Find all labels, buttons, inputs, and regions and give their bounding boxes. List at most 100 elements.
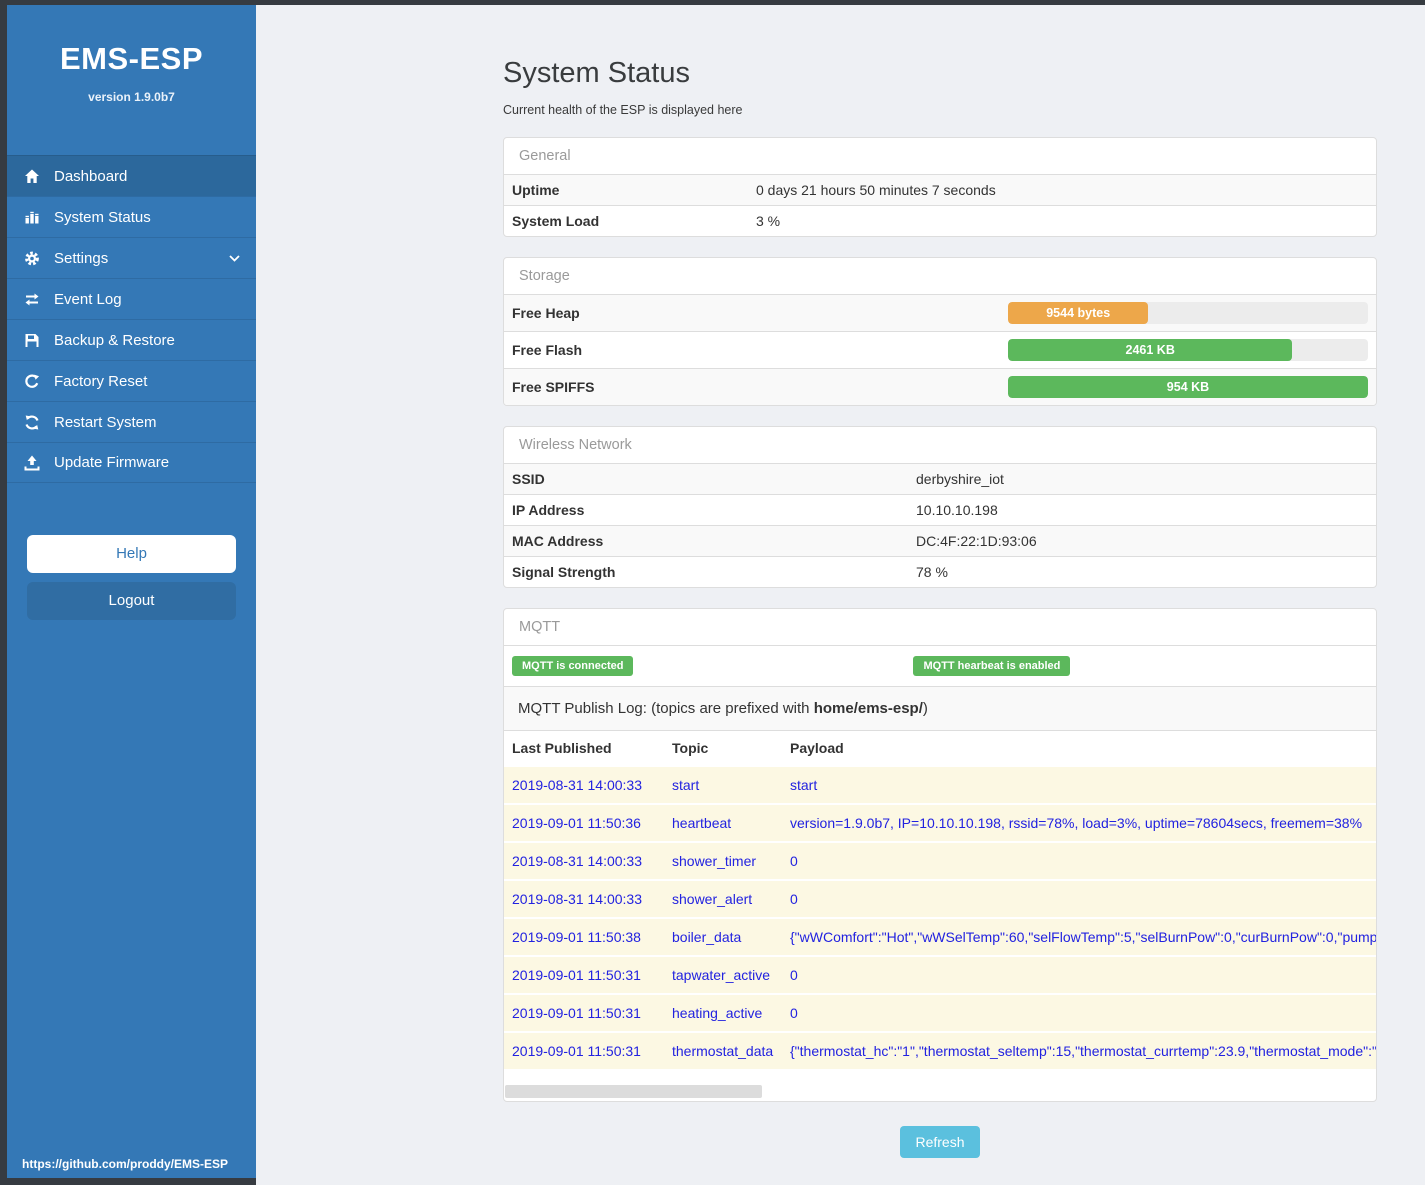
storage-panel-title: Storage — [504, 258, 1376, 295]
system-status-icon — [23, 209, 41, 226]
table-row: Free Heap 9544 bytes — [504, 295, 1376, 332]
log-row: 2019-09-01 11:50:36 heartbeat version=1.… — [504, 803, 1376, 842]
logout-button[interactable]: Logout — [27, 582, 236, 620]
log-cell-payload: 0 — [782, 955, 1376, 994]
log-cell-payload: start — [782, 765, 1376, 804]
table-row: MAC Address DC:4F:22:1D:93:06 — [504, 525, 1376, 557]
log-row: 2019-08-31 14:00:33 shower_timer 0 — [504, 841, 1376, 880]
log-cell-payload: 0 — [782, 841, 1376, 880]
col-last-published: Last Published — [504, 731, 664, 766]
ssid-value: derbyshire_iot — [916, 471, 1004, 487]
ip-address-label: IP Address — [504, 494, 908, 526]
left-frame-bar — [0, 0, 7, 1185]
sidebar-item-label: Settings — [54, 249, 109, 267]
refresh-button[interactable]: Refresh — [900, 1126, 980, 1158]
log-cell-time: 2019-08-31 14:00:33 — [504, 879, 664, 918]
scrollbar-thumb[interactable] — [505, 1085, 762, 1098]
sidebar-item-backup-restore[interactable]: Backup & Restore — [7, 319, 256, 360]
log-cell-payload: 0 — [782, 993, 1376, 1032]
col-payload: Payload — [782, 731, 1376, 766]
mqtt-panel-title: MQTT — [504, 609, 1376, 646]
home-icon — [23, 168, 41, 185]
log-cell-topic: heartbeat — [664, 803, 782, 842]
sidebar-item-label: Dashboard — [54, 167, 128, 185]
log-row: 2019-09-01 11:50:31 thermostat_data {"th… — [504, 1031, 1376, 1069]
log-cell-topic: heating_active — [664, 993, 782, 1032]
sidebar-item-dashboard[interactable]: Dashboard — [7, 155, 256, 196]
mac-address-value: DC:4F:22:1D:93:06 — [908, 525, 1376, 557]
save-floppy-icon — [23, 332, 41, 349]
mqtt-heartbeat-badge: MQTT hearbeat is enabled — [913, 656, 1071, 676]
restart-refresh-icon — [23, 414, 41, 431]
log-cell-payload: {"thermostat_hc":"1","thermostat_seltemp… — [782, 1031, 1376, 1069]
log-row: 2019-08-31 14:00:33 start start — [504, 765, 1376, 804]
free-spiffs-label: Free SPIFFS — [504, 368, 1000, 405]
free-heap-label: Free Heap — [512, 305, 580, 321]
log-cell-topic: shower_timer — [664, 841, 782, 880]
help-button[interactable]: Help — [27, 535, 236, 573]
log-cell-time: 2019-09-01 11:50:31 — [504, 993, 664, 1032]
upload-icon — [23, 454, 41, 471]
ssid-label: SSID — [512, 471, 545, 487]
github-link[interactable]: https://github.com/proddy/EMS-ESP — [22, 1157, 228, 1171]
ip-address-value: 10.10.10.198 — [908, 494, 1376, 526]
sidebar-item-settings[interactable]: Settings — [7, 237, 256, 278]
log-cell-time: 2019-09-01 11:50:31 — [504, 1031, 664, 1069]
log-cell-topic: boiler_data — [664, 917, 782, 956]
log-header-row: Last Published Topic Payload — [504, 731, 1376, 766]
sidebar-item-label: Event Log — [54, 290, 122, 308]
wireless-panel: Wireless Network SSID derbyshire_iot IP … — [503, 426, 1377, 588]
system-load-label: System Load — [504, 205, 748, 236]
table-row: Signal Strength 78 % — [504, 556, 1376, 587]
log-cell-time: 2019-08-31 14:00:33 — [504, 765, 664, 804]
sidebar-item-system-status[interactable]: System Status — [7, 196, 256, 237]
publish-log-prefix: MQTT Publish Log: (topics are prefixed w… — [518, 700, 814, 717]
app-version: version 1.9.0b7 — [88, 90, 175, 104]
free-heap-progress: 9544 bytes — [1008, 302, 1368, 324]
log-cell-payload: version=1.9.0b7, IP=10.10.10.198, rssid=… — [782, 803, 1376, 842]
gear-icon — [23, 250, 41, 267]
col-topic: Topic — [664, 731, 782, 766]
publish-log-caption: MQTT Publish Log: (topics are prefixed w… — [504, 686, 1376, 731]
brand-block: EMS-ESP version 1.9.0b7 — [7, 5, 256, 155]
rotate-reset-icon — [23, 373, 41, 390]
uptime-label: Uptime — [512, 182, 560, 198]
progress-fill: 2461 KB — [1008, 339, 1293, 361]
free-spiffs-progress: 954 KB — [1008, 376, 1368, 398]
page-title: System Status — [503, 57, 690, 89]
log-cell-topic: start — [664, 765, 782, 804]
chevron-down-icon — [229, 255, 240, 262]
sidebar-item-update-firmware[interactable]: Update Firmware — [7, 442, 256, 483]
wireless-panel-title: Wireless Network — [504, 427, 1376, 464]
bottom-frame-bar — [0, 1178, 256, 1185]
sidebar-item-factory-reset[interactable]: Factory Reset — [7, 360, 256, 401]
exchange-arrows-icon — [23, 291, 41, 308]
log-cell-topic: tapwater_active — [664, 955, 782, 994]
log-cell-topic: thermostat_data — [664, 1031, 782, 1069]
storage-panel: Storage Free Heap 9544 bytes Free Flash … — [503, 257, 1377, 406]
progress-fill: 954 KB — [1008, 376, 1368, 398]
general-panel: General Uptime 0 days 21 hours 50 minute… — [503, 137, 1377, 237]
publish-log-topic-prefix: home/ems-esp/ — [813, 700, 923, 717]
app-title: EMS-ESP — [59, 41, 204, 76]
sidebar-item-label: Update Firmware — [54, 454, 170, 471]
log-cell-time: 2019-09-01 11:50:38 — [504, 917, 664, 956]
general-panel-title: General — [504, 138, 1376, 175]
free-flash-progress: 2461 KB — [1008, 339, 1368, 361]
sidebar-item-label: Backup & Restore — [54, 331, 175, 349]
publish-log-suffix: ) — [922, 700, 928, 717]
table-row: IP Address 10.10.10.198 — [504, 494, 1376, 526]
log-cell-payload: {"wWComfort":"Hot","wWSelTemp":60,"selFl… — [782, 917, 1376, 956]
table-row: SSID derbyshire_iot — [504, 464, 1376, 495]
log-row: 2019-09-01 11:50:31 tapwater_active 0 — [504, 955, 1376, 994]
main-area: System Status Current health of the ESP … — [256, 5, 1425, 1185]
progress-fill: 9544 bytes — [1008, 302, 1149, 324]
log-cell-payload: 0 — [782, 879, 1376, 918]
signal-strength-label: Signal Strength — [504, 556, 908, 587]
sidebar-item-restart-system[interactable]: Restart System — [7, 401, 256, 442]
sidebar-item-event-log[interactable]: Event Log — [7, 278, 256, 319]
sidebar: EMS-ESP version 1.9.0b7 Dashboard System… — [7, 5, 256, 1178]
sidebar-item-label: Factory Reset — [54, 372, 148, 390]
system-load-value: 3 % — [748, 205, 1376, 236]
mqtt-connected-badge: MQTT is connected — [512, 656, 634, 676]
